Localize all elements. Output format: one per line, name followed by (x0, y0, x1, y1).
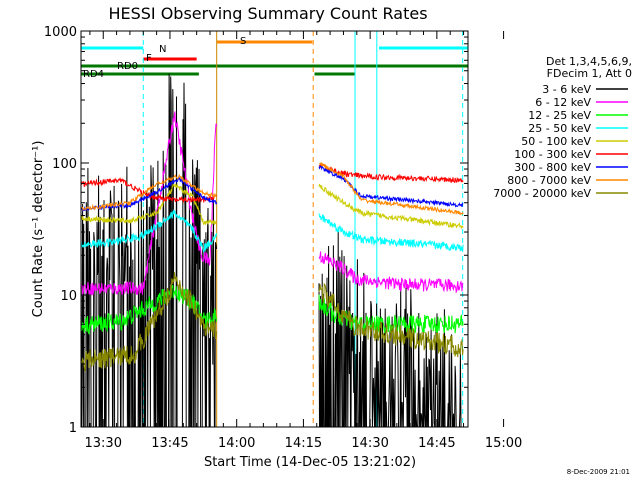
series-line (80, 271, 218, 373)
flag-label: RD4 (83, 69, 104, 80)
legend-header: FDecim 1, Att 0 (547, 67, 632, 80)
legend-entry-label: 50 - 100 keV (521, 135, 591, 148)
x-tick-label: 14:15 (285, 436, 322, 451)
data-layer: NF S RD0 RD4 (80, 31, 468, 428)
legend-entry-label: 3 - 6 keV (542, 83, 591, 96)
y-tick-label: 1000 (44, 25, 77, 40)
x-tick-label: 14:30 (351, 436, 388, 451)
plot-frame (80, 30, 469, 428)
y-axis-label: Count Rate (s⁻¹ detector⁻¹) (31, 141, 46, 318)
x-tick-label: 14:00 (218, 436, 255, 451)
legend-entry-label: 300 - 800 keV (514, 161, 591, 174)
legend: Det 1,3,4,5,6,9,FDecim 1, Att 0 3 - 6 keV… (493, 55, 632, 200)
x-tick-label: 13:30 (85, 436, 122, 451)
flag-label: N (159, 44, 166, 55)
y-tick-label: 100 (52, 157, 77, 172)
flag-label: F (146, 53, 152, 64)
series-line (80, 73, 218, 428)
series-line (80, 111, 218, 297)
series-line (80, 173, 217, 212)
series-line (318, 163, 464, 184)
legend-header: Det 1,3,4,5,6,9, (546, 55, 632, 68)
flag-label: S (240, 36, 246, 47)
x-axis-label: Start Time (14-Dec-05 13:21:02) (204, 455, 416, 470)
chart-title: HESSI Observing Summary Count Rates (108, 4, 427, 23)
x-tick-label: 15:00 (485, 436, 522, 451)
series-line (318, 164, 464, 208)
flag-label: RD0 (117, 61, 138, 72)
y-tick-label: 10 (60, 289, 77, 304)
legend-entry-label: 6 - 12 keV (535, 96, 591, 109)
series-line (80, 209, 218, 254)
legend-entry-label: 800 - 7000 keV (507, 174, 591, 187)
x-tick-label: 13:45 (151, 436, 188, 451)
series-line (80, 284, 218, 335)
axis-ticks: 1 10 100 1000 13:30 13:45 14:00 14:15 14:30 14:45… (44, 25, 522, 451)
legend-entry-label: 100 - 300 keV (514, 148, 591, 161)
y-tick-label: 1 (69, 421, 77, 436)
series-line (318, 251, 464, 294)
x-tick-label: 14:45 (418, 436, 455, 451)
series-line (318, 213, 464, 252)
legend-entry-label: 25 - 50 keV (528, 122, 591, 135)
legend-entry-label: 7000 - 20000 keV (493, 187, 591, 200)
footer-date: 8-Dec-2009 21:01 (567, 468, 630, 476)
series-line (318, 184, 464, 229)
legend-entry-label: 12 - 25 keV (528, 109, 591, 122)
series-line (318, 282, 464, 358)
series-line (318, 162, 464, 216)
